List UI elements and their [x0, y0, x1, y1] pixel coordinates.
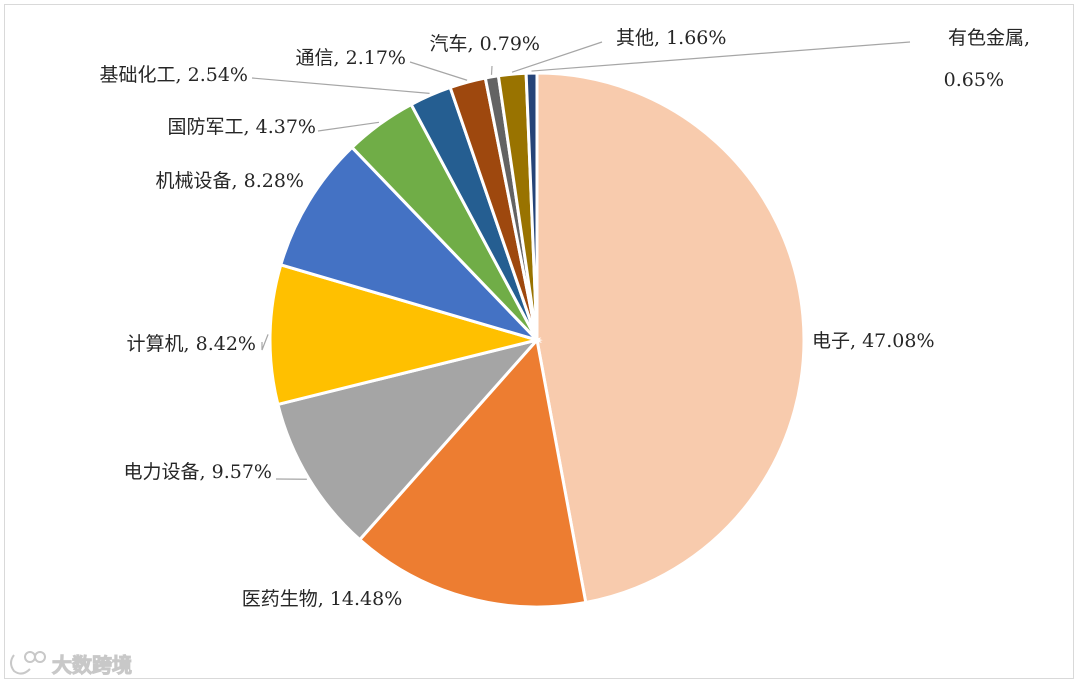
data-label-11: 有色金属, — [948, 27, 1030, 49]
leader-line-10 — [511, 41, 603, 73]
leader-line-6 — [317, 121, 380, 132]
leader-line-7 — [251, 77, 430, 94]
data-label-10: 其他, 1.66% — [616, 27, 726, 49]
watermark-text: 大数跨境 — [52, 653, 132, 677]
data-label-4: 计算机, 8.42% — [127, 333, 256, 355]
data-label-6: 国防军工, 4.37% — [168, 116, 316, 138]
data-label-8: 通信, 2.17% — [296, 47, 406, 69]
data-label-9: 汽车, 0.79% — [430, 33, 540, 55]
dashuju-logo-icon — [10, 651, 46, 675]
pie-slice-3 — [276, 337, 542, 542]
leader-line-11 — [531, 41, 911, 72]
data-label-5: 机械设备, 8.28% — [156, 170, 304, 192]
pie-slice-4 — [268, 262, 543, 407]
leader-line-8 — [409, 61, 468, 81]
data-label-12: 0.65% — [944, 69, 1004, 91]
pie-slices — [268, 71, 806, 609]
data-label-2: 医药生物, 14.48% — [242, 588, 403, 610]
pie-slice-11 — [524, 71, 539, 341]
pie-slice-1 — [535, 71, 806, 605]
data-labels: 电子, 47.08% 医药生物, 14.48% 电力设备, 9.57% 计算机, 8.… — [100, 27, 1030, 610]
data-label-7: 基础化工, 2.54% — [100, 64, 248, 86]
data-label-3: 电力设备, 9.57% — [124, 461, 272, 483]
data-label-1: 电子, 47.08% — [812, 330, 935, 352]
leader-line-4 — [261, 334, 269, 351]
pie-slice-5 — [278, 145, 542, 344]
leader-lines — [251, 41, 911, 480]
watermark: 大数跨境 — [10, 651, 133, 678]
pie-slice-2 — [357, 336, 588, 609]
